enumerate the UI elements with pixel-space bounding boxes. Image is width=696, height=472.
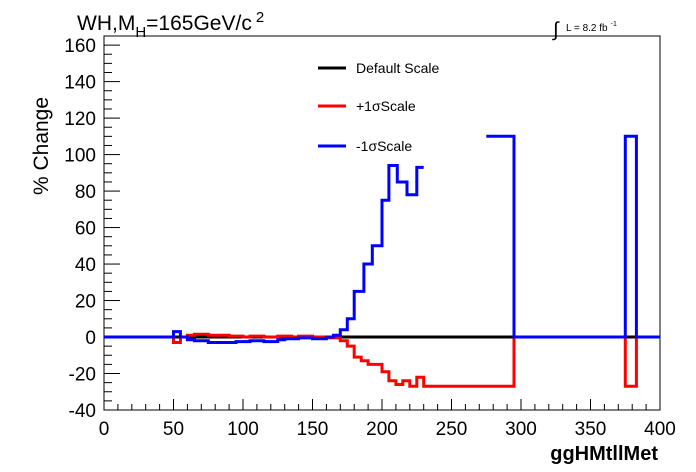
y-tick-label: 160 [64, 36, 96, 57]
x-axis-label: ggHMtllMet [550, 443, 658, 465]
axis-ticks: 0 50 100 150 200 250 300 350 400 -40 -20 0 20 40 60 80 1… [64, 35, 676, 440]
series-group [104, 134, 660, 388]
legend-label-minus: -1σScale [356, 138, 412, 154]
integral-sign: ∫ [552, 19, 560, 41]
x-tick-label: 400 [644, 419, 676, 440]
title-superscript: 2 [256, 9, 264, 26]
x-tick-label: 350 [575, 419, 607, 440]
series-line-2-seg-1 [486, 134, 660, 339]
chart-title: WH,MH=165GeV/c 2 [77, 9, 264, 41]
y-tick-label: 140 [64, 73, 96, 94]
y-tick-label: 20 [75, 292, 96, 313]
x-tick-label: 250 [436, 419, 468, 440]
y-tick-label: -20 [69, 365, 96, 386]
x-tick-label: 150 [297, 419, 329, 440]
x-tick-label: 200 [366, 419, 398, 440]
x-tick-label: 50 [163, 419, 184, 440]
y-tick-label: 120 [64, 109, 96, 130]
y-tick-label: 40 [75, 255, 96, 276]
title-subscript: H [135, 24, 146, 41]
y-tick-label: 60 [75, 219, 96, 240]
y-tick-label: 80 [75, 182, 96, 203]
title-rest: =165GeV/c [146, 12, 252, 35]
series-line-2-seg-0 [104, 164, 424, 344]
x-tick-label: 100 [227, 419, 259, 440]
y-tick-label: -40 [69, 401, 96, 422]
legend-label-default: Default Scale [356, 60, 439, 76]
y-tick-label: 100 [64, 146, 96, 167]
x-tick-label: 300 [505, 419, 537, 440]
x-tick-label: 0 [99, 419, 110, 440]
series-line-1-seg-0 [104, 332, 660, 388]
y-axis-label: % Change [30, 97, 53, 195]
legend: Default Scale +1σScale -1σScale [318, 60, 439, 154]
luminosity-label: L = 8.2 fb -1 [566, 21, 617, 34]
legend-label-plus: +1σScale [356, 98, 416, 114]
y-tick-label: 0 [85, 328, 96, 349]
